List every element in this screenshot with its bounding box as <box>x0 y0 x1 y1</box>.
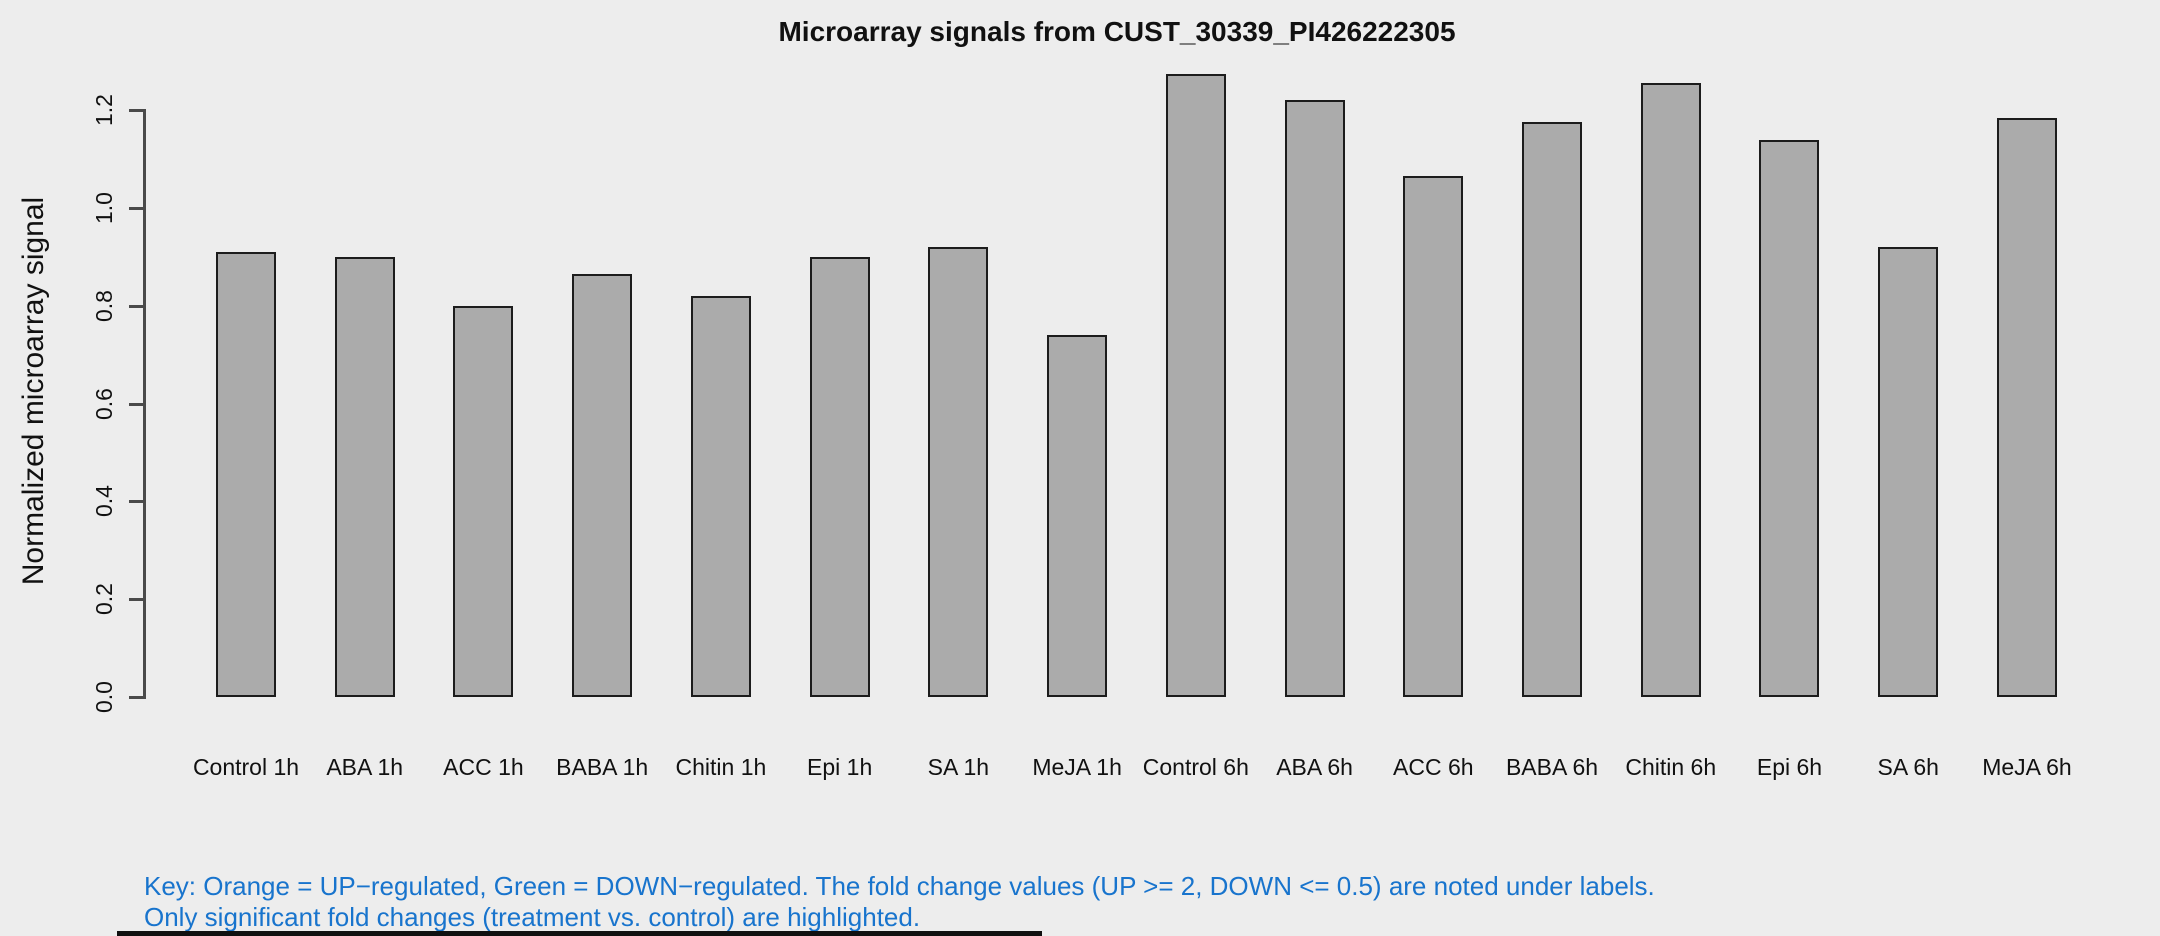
bar <box>928 247 989 697</box>
x-tick-label: Control 6h <box>1142 754 1249 780</box>
key-text-line-1: Key: Orange = UP−regulated, Green = DOWN… <box>144 871 1655 901</box>
bar <box>690 296 751 697</box>
y-tick-label: 0.8 <box>91 289 117 322</box>
bar <box>1403 176 1464 697</box>
x-tick-label: ACC 1h <box>443 754 524 780</box>
x-tick-label: Chitin 1h <box>675 754 767 780</box>
x-tick-label: Epi 1h <box>807 754 873 780</box>
y-tick-label: 1.0 <box>91 192 117 224</box>
y-tick-label: 1.2 <box>91 94 117 127</box>
bar <box>334 256 395 697</box>
bar <box>1996 117 2057 697</box>
y-tick <box>129 402 144 406</box>
y-tick <box>129 109 144 113</box>
cropped-content-strip <box>117 931 1042 936</box>
y-tick <box>129 696 144 699</box>
bar <box>809 256 870 697</box>
x-tick-label: Chitin 6h <box>1625 754 1717 780</box>
x-tick-label: MeJA 6h <box>1982 754 2072 780</box>
x-tick-label: SA 1h <box>927 754 990 780</box>
x-tick-label: ABA 1h <box>326 754 404 780</box>
bar <box>1284 100 1345 697</box>
y-tick-label: 0.2 <box>91 583 117 616</box>
x-tick-label: Control 1h <box>192 754 300 780</box>
bar <box>1165 73 1226 697</box>
bar <box>1640 83 1701 697</box>
x-tick-label: Epi 6h <box>1756 754 1823 780</box>
x-tick-label: BABA 1h <box>556 754 649 780</box>
bar <box>216 252 276 697</box>
y-tick <box>129 207 144 210</box>
y-axis-line <box>143 109 146 699</box>
y-tick <box>129 500 144 504</box>
y-tick-label: 0.6 <box>91 387 117 420</box>
chart-title: Microarray signals from CUST_30339_PI426… <box>778 16 1456 47</box>
y-axis-label: Normalized microarray signal <box>17 196 50 586</box>
y-tick-label: 0.4 <box>91 485 117 518</box>
bar <box>453 305 514 697</box>
x-tick-label: SA 6h <box>1877 754 1939 780</box>
bar <box>1759 139 1820 697</box>
bar <box>572 274 633 697</box>
bar <box>1522 122 1583 697</box>
y-tick <box>129 304 144 308</box>
x-tick-label: BABA 6h <box>1505 754 1599 780</box>
y-tick <box>129 598 144 602</box>
x-tick-label: ABA 6h <box>1276 754 1353 780</box>
x-tick-label: ACC 6h <box>1393 754 1474 780</box>
bar <box>1047 335 1108 697</box>
bar <box>1878 247 1939 697</box>
x-tick-label: MeJA 1h <box>1032 754 1122 780</box>
key-text-line-2: Only significant fold changes (treatment… <box>144 902 921 932</box>
y-tick-label: 0.0 <box>91 681 117 713</box>
